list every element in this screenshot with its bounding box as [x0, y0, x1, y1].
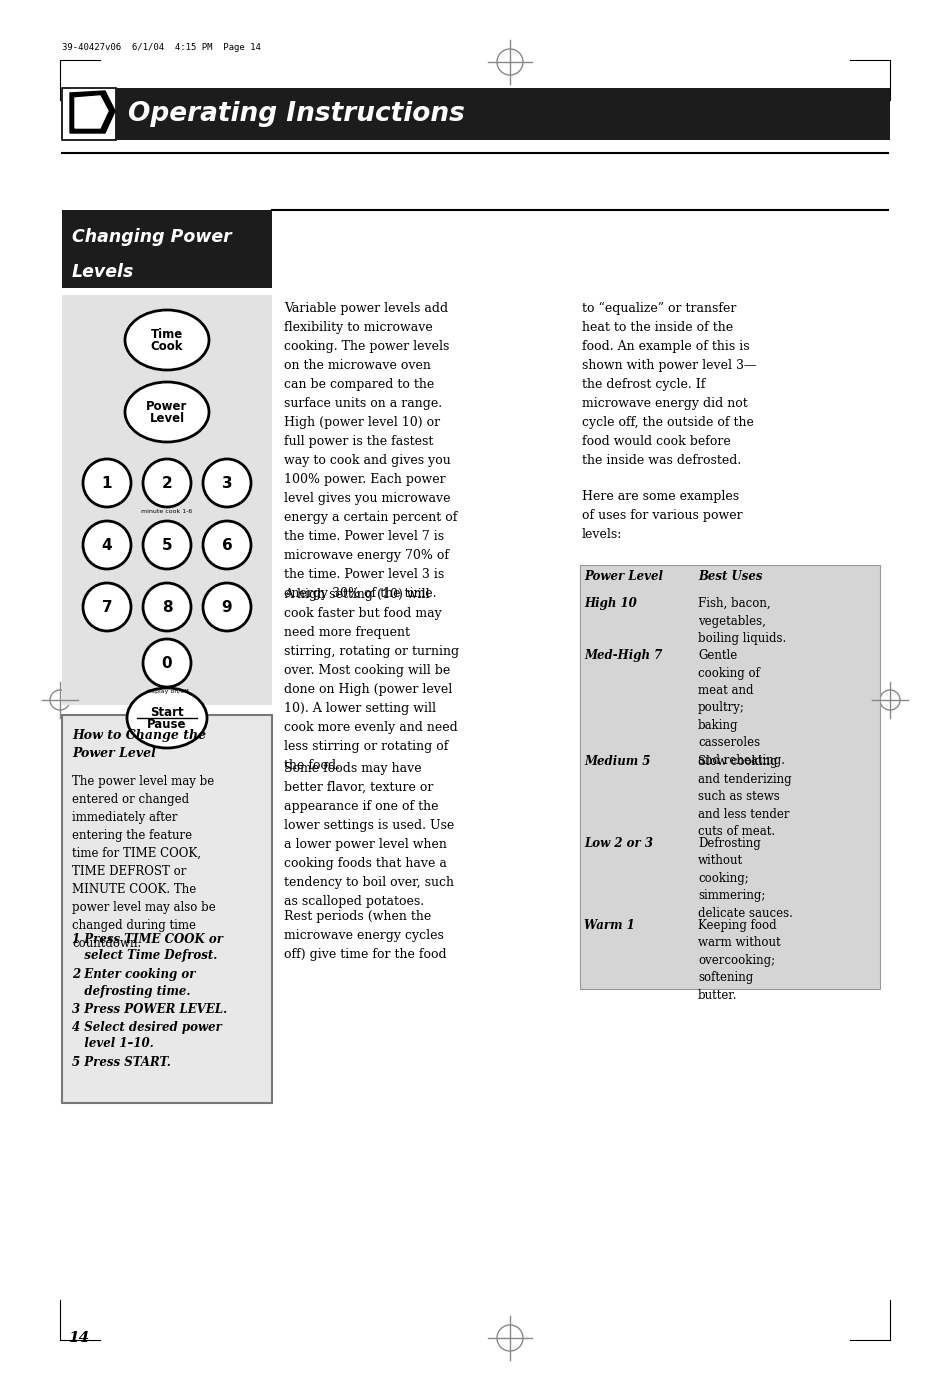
Text: Operating Instructions: Operating Instructions: [128, 101, 465, 127]
Text: 3 Press POWER LEVEL.: 3 Press POWER LEVEL.: [72, 1002, 227, 1016]
Polygon shape: [70, 91, 115, 133]
FancyBboxPatch shape: [580, 589, 880, 641]
Text: Best Uses: Best Uses: [698, 571, 763, 584]
FancyBboxPatch shape: [62, 210, 272, 288]
Text: 4 Select desired power
   level 1–10.: 4 Select desired power level 1–10.: [72, 1021, 222, 1050]
Text: Power: Power: [146, 400, 188, 413]
Text: Variable power levels add
flexibility to microwave
cooking. The power levels
on : Variable power levels add flexibility to…: [284, 302, 457, 601]
FancyBboxPatch shape: [580, 911, 880, 988]
Ellipse shape: [143, 638, 191, 687]
FancyBboxPatch shape: [580, 748, 880, 829]
Text: Some foods may have
better flavor, texture or
appearance if one of the
lower set: Some foods may have better flavor, textu…: [284, 762, 454, 909]
Text: Warm 1: Warm 1: [584, 918, 635, 932]
Text: Low 2 or 3: Low 2 or 3: [584, 837, 653, 850]
FancyBboxPatch shape: [580, 641, 880, 748]
Text: 0: 0: [162, 655, 172, 671]
Text: 2: 2: [162, 476, 172, 490]
FancyBboxPatch shape: [64, 90, 114, 139]
Text: 9: 9: [221, 599, 233, 615]
Text: High 10: High 10: [584, 596, 636, 610]
Text: Keeping food
warm without
overcooking;
softening
butter.: Keeping food warm without overcooking; s…: [698, 918, 781, 1002]
Text: Med-High 7: Med-High 7: [584, 650, 662, 662]
Text: Levels: Levels: [72, 263, 134, 281]
Text: Time: Time: [151, 329, 183, 342]
Text: minute cook 1-6: minute cook 1-6: [142, 510, 193, 514]
Text: 1: 1: [102, 476, 112, 490]
Text: Level: Level: [149, 413, 184, 426]
Text: Pause: Pause: [147, 718, 187, 731]
Text: Here are some examples
of uses for various power
levels:: Here are some examples of uses for vario…: [582, 490, 743, 540]
Text: Rest periods (when the
microwave energy cycles
off) give time for the food: Rest periods (when the microwave energy …: [284, 910, 446, 960]
Ellipse shape: [143, 459, 191, 507]
Text: 6: 6: [221, 538, 233, 553]
Text: to “equalize” or transfer
heat to the inside of the
food. An example of this is
: to “equalize” or transfer heat to the in…: [582, 302, 756, 468]
Text: 14: 14: [68, 1331, 89, 1345]
Text: 5: 5: [162, 538, 172, 553]
Text: 39-40427v06  6/1/04  4:15 PM  Page 14: 39-40427v06 6/1/04 4:15 PM Page 14: [62, 43, 261, 52]
Text: 8: 8: [162, 599, 172, 615]
Ellipse shape: [203, 521, 251, 568]
Ellipse shape: [143, 582, 191, 631]
Ellipse shape: [127, 687, 207, 748]
FancyBboxPatch shape: [580, 829, 880, 911]
FancyBboxPatch shape: [62, 295, 272, 706]
Ellipse shape: [83, 459, 131, 507]
Text: A high setting (10) will
cook faster but food may
need more frequent
stirring, r: A high setting (10) will cook faster but…: [284, 588, 459, 771]
Text: Start: Start: [150, 707, 183, 720]
Ellipse shape: [203, 582, 251, 631]
Text: The power level may be
entered or changed
immediately after
entering the feature: The power level may be entered or change…: [72, 776, 216, 951]
Ellipse shape: [125, 382, 209, 442]
Text: Changing Power: Changing Power: [72, 228, 232, 246]
Ellipse shape: [83, 521, 131, 568]
Text: display on/off: display on/off: [145, 689, 188, 694]
Text: How to Change the: How to Change the: [72, 729, 206, 742]
Text: Slow cooking
and tenderizing
such as stews
and less tender
cuts of meat.: Slow cooking and tenderizing such as ste…: [698, 755, 791, 839]
Text: Power Level: Power Level: [72, 748, 156, 760]
FancyBboxPatch shape: [116, 88, 890, 140]
Text: 4: 4: [102, 538, 112, 553]
FancyBboxPatch shape: [62, 715, 272, 1103]
Text: Cook: Cook: [151, 340, 183, 353]
Polygon shape: [75, 97, 108, 127]
Text: Fish, bacon,
vegetables,
boiling liquids.: Fish, bacon, vegetables, boiling liquids…: [698, 596, 787, 645]
Text: 2 Enter cooking or
   defrosting time.: 2 Enter cooking or defrosting time.: [72, 967, 196, 997]
Ellipse shape: [203, 459, 251, 507]
Text: 3: 3: [221, 476, 233, 490]
Text: Defrosting
without
cooking;
simmering;
delicate sauces.: Defrosting without cooking; simmering; d…: [698, 837, 793, 920]
Text: Power Level: Power Level: [584, 571, 663, 584]
Text: 1 Press TIME COOK or
   select Time Defrost.: 1 Press TIME COOK or select Time Defrost…: [72, 932, 223, 963]
FancyBboxPatch shape: [62, 88, 116, 140]
Ellipse shape: [125, 309, 209, 370]
Text: 7: 7: [102, 599, 112, 615]
FancyBboxPatch shape: [580, 566, 880, 589]
Text: 5 Press START.: 5 Press START.: [72, 1056, 171, 1068]
Text: Medium 5: Medium 5: [584, 755, 651, 769]
Text: Gentle
cooking of
meat and
poultry;
baking
casseroles
and reheating.: Gentle cooking of meat and poultry; baki…: [698, 650, 785, 767]
Ellipse shape: [143, 521, 191, 568]
Ellipse shape: [83, 582, 131, 631]
